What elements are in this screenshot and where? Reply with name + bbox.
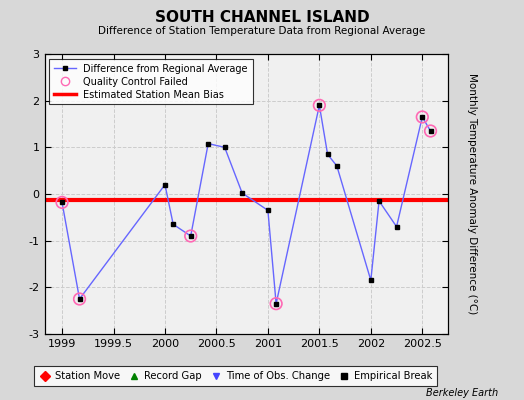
Text: SOUTH CHANNEL ISLAND: SOUTH CHANNEL ISLAND	[155, 10, 369, 25]
Point	[315, 102, 323, 108]
Point	[418, 114, 427, 120]
Legend: Station Move, Record Gap, Time of Obs. Change, Empirical Break: Station Move, Record Gap, Time of Obs. C…	[34, 366, 438, 386]
Point	[427, 128, 435, 134]
Text: Berkeley Earth: Berkeley Earth	[425, 388, 498, 398]
Legend: Difference from Regional Average, Quality Control Failed, Estimated Station Mean: Difference from Regional Average, Qualit…	[49, 59, 253, 104]
Point	[187, 233, 195, 239]
Point	[58, 199, 66, 206]
Point	[75, 296, 84, 302]
Y-axis label: Monthly Temperature Anomaly Difference (°C): Monthly Temperature Anomaly Difference (…	[467, 73, 477, 315]
Text: Difference of Station Temperature Data from Regional Average: Difference of Station Temperature Data f…	[99, 26, 425, 36]
Point	[272, 300, 280, 307]
